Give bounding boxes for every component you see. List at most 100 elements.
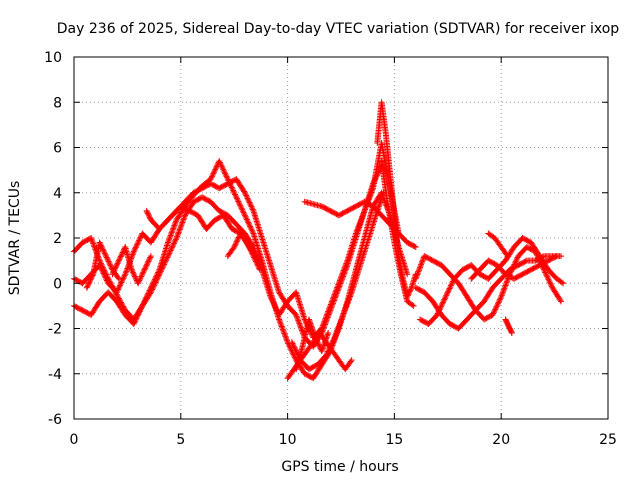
data-point [233,194,240,201]
data-point [404,298,411,305]
data-point [425,320,432,327]
data-point [504,253,511,260]
data-point [464,316,471,323]
data-point [404,271,411,278]
data-point [504,320,511,327]
series-trail [469,253,559,282]
data-point [491,235,498,241]
x-axis-label: GPS time / hours [281,459,398,475]
data-point [115,257,122,264]
data-point [318,203,325,210]
y-tick-label: -2 [48,322,62,338]
data-point [464,293,471,300]
data-point [216,207,223,214]
data-point [352,235,359,241]
y-tick-label: 0 [53,276,62,292]
data-point [143,207,150,214]
data-point [250,230,257,237]
data-point [122,244,129,251]
data-point [523,244,530,251]
data-point [156,271,163,278]
data-point [105,280,112,287]
series-track-t [143,207,163,232]
data-point [207,198,214,205]
data-point [203,225,210,232]
data-point [164,253,171,260]
data-point [288,339,295,346]
data-point [348,289,355,296]
data-point [489,284,496,291]
data-point [397,271,404,278]
data-point [83,284,90,291]
data-point [370,203,377,210]
data-point [164,239,171,246]
data-point [216,185,223,192]
data-point [378,212,385,219]
series-trail [144,209,162,231]
data-point [536,253,543,260]
data-point [156,225,163,232]
data-point [340,311,347,318]
data-point [173,235,180,241]
data-point [508,330,515,337]
data-point [130,320,137,327]
data-point [139,230,146,237]
data-point [553,275,560,282]
data-point [378,158,385,165]
data-point [216,158,223,165]
data-point [384,203,391,210]
data-point [109,271,116,278]
data-point [316,330,323,337]
data-point [122,271,129,278]
data-point [182,212,189,219]
data-point [536,262,543,269]
data-point [528,266,535,273]
data-point [344,207,351,214]
data-point [498,275,505,282]
data-point [130,248,137,255]
data-point [256,266,263,273]
data-point [412,275,419,282]
data-point [361,198,368,205]
data-point [378,99,385,106]
data-point [301,370,308,377]
data-point [549,284,556,291]
data-point [96,298,103,305]
data-point [293,289,300,296]
data-point [276,289,283,296]
data-point [88,311,95,318]
data-point [455,280,462,287]
data-point [199,185,206,192]
data-point [88,235,95,241]
data-point [429,298,436,305]
data-point [545,266,552,273]
data-point [141,266,148,273]
axis-ticks: 0 5 10 15 20 25 -6 -4 -2 0 2 4 6 8 10 [44,50,617,448]
data-point [122,311,129,318]
data-point [387,171,394,178]
data-point [147,253,154,260]
data-point [481,316,488,323]
data-point [327,207,334,214]
data-point [365,235,372,241]
data-point [410,302,417,309]
data-point [310,201,317,208]
data-point [199,194,206,201]
data-point [429,257,436,264]
series-trail [110,245,154,285]
data-point [303,348,310,355]
data-point [182,198,189,205]
data-point [250,207,257,214]
data-point [446,271,453,278]
data-point [446,320,453,327]
data-point [229,225,236,232]
data-point [267,262,274,269]
data-point [357,262,364,269]
data-point [476,266,483,273]
data-point [329,348,336,355]
data-point [312,334,319,341]
data-point [147,289,154,296]
data-point [489,311,496,318]
